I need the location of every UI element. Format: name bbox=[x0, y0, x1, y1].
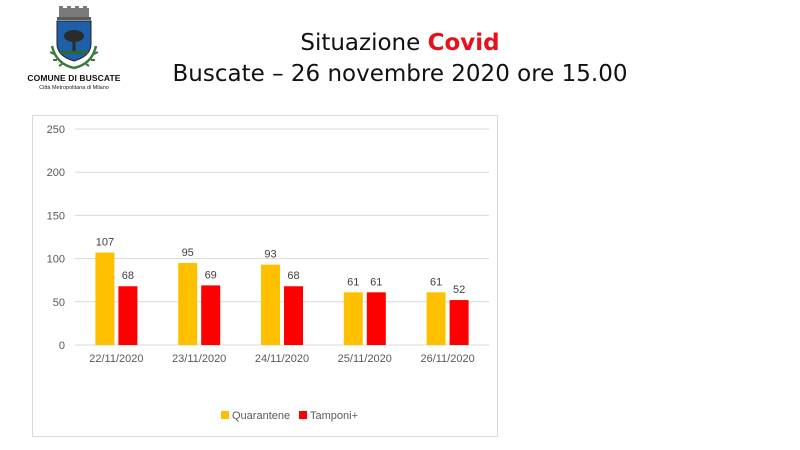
bar-tamponi bbox=[366, 292, 386, 345]
comune-subtitle: Città Metropolitana di Milano bbox=[39, 85, 109, 91]
x-tick-label: 22/11/2020 bbox=[89, 353, 143, 365]
y-tick-label: 250 bbox=[47, 124, 65, 136]
bar-quarantene bbox=[261, 264, 280, 345]
legend-swatch bbox=[221, 411, 229, 419]
x-tick-label: 25/11/2020 bbox=[338, 353, 392, 365]
bar-tamponi bbox=[201, 285, 221, 345]
x-tick-label: 26/11/2020 bbox=[420, 353, 474, 365]
bar-quarantene bbox=[426, 292, 446, 345]
title-highlight: Covid bbox=[427, 30, 500, 56]
bar-chart: 0 50 100 150 200 250 107 68 22/11/2020 95 69 23/11/… bbox=[47, 124, 489, 422]
comune-name: COMUNE DI BUSCATE bbox=[27, 73, 121, 83]
data-label: 61 bbox=[370, 276, 382, 288]
data-label: 95 bbox=[182, 247, 194, 259]
title-prefix: Situazione bbox=[300, 30, 428, 56]
bar-tamponi bbox=[284, 286, 303, 345]
y-tick-label: 0 bbox=[59, 340, 65, 352]
y-tick-label: 50 bbox=[53, 297, 65, 309]
legend-label: Quarantene bbox=[232, 410, 290, 422]
x-tick-label: 24/11/2020 bbox=[255, 353, 309, 365]
page-subtitle: Buscate – 26 novembre 2020 ore 15.00 bbox=[172, 61, 628, 87]
bar-quarantene bbox=[178, 262, 198, 345]
legend-label: Tamponi+ bbox=[310, 410, 358, 422]
bar-quarantene bbox=[95, 252, 115, 345]
y-tick-label: 100 bbox=[47, 254, 65, 266]
bar-quarantene bbox=[343, 292, 363, 345]
data-label: 61 bbox=[430, 276, 442, 288]
data-label: 93 bbox=[264, 249, 276, 261]
data-label: 69 bbox=[205, 269, 217, 281]
x-tick-label: 23/11/2020 bbox=[172, 353, 226, 365]
data-label: 68 bbox=[122, 270, 134, 282]
coat-of-arms-icon bbox=[49, 6, 99, 70]
bar-tamponi bbox=[118, 286, 138, 345]
bar-tamponi bbox=[449, 300, 469, 345]
legend-swatch bbox=[299, 411, 307, 419]
data-label: 61 bbox=[347, 276, 359, 288]
y-tick-label: 150 bbox=[47, 210, 65, 222]
data-label: 107 bbox=[96, 237, 114, 249]
data-label: 68 bbox=[287, 270, 299, 282]
y-tick-label: 200 bbox=[47, 167, 65, 179]
comune-logo: COMUNE DI BUSCATE Città Metropolitana di… bbox=[12, 6, 136, 98]
data-label: 52 bbox=[453, 284, 465, 296]
chart-frame: 0 50 100 150 200 250 107 68 22/11/2020 95 69 23/11/… bbox=[32, 115, 498, 437]
page-title: Situazione Covid bbox=[190, 30, 610, 56]
